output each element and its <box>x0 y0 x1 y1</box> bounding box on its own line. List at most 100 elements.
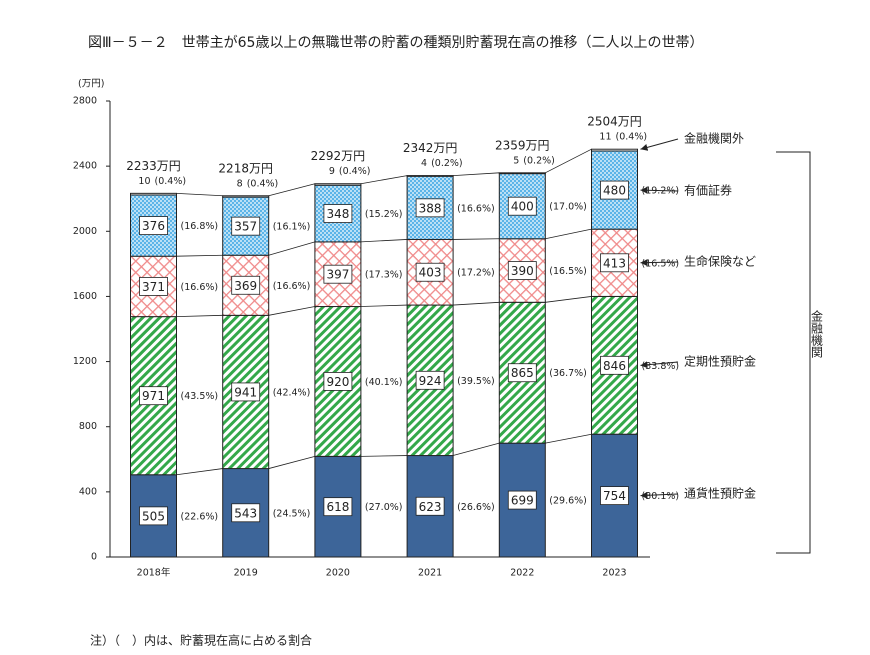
value-label: 413 <box>603 256 626 270</box>
value-label: 11 <box>599 132 611 143</box>
value-label: 369 <box>234 279 257 293</box>
value-label: 5 <box>513 155 519 166</box>
legend-label: 通貨性預貯金 <box>684 486 756 501</box>
connector <box>268 241 316 256</box>
value-label-box <box>507 261 537 280</box>
connector <box>268 306 315 316</box>
value-label: 543 <box>234 506 257 520</box>
value-label-box <box>600 355 629 375</box>
total-label: 2504万円 <box>587 115 642 129</box>
connector <box>176 254 223 257</box>
share-label: (16.8%) <box>181 221 219 232</box>
value-label-box <box>323 497 353 517</box>
share-label: (0.4%) <box>616 132 648 143</box>
value-label: 618 <box>326 500 349 514</box>
legend-arrow <box>640 361 679 369</box>
value-label-box <box>323 204 353 223</box>
value-label-box <box>139 277 168 296</box>
bracket-label: 金融機関 <box>810 309 824 358</box>
value-label: 376 <box>142 219 165 233</box>
share-label: (17.3%) <box>365 270 403 281</box>
share-label: (36.7%) <box>549 368 587 379</box>
share-label: (22.6%) <box>181 511 219 522</box>
connector <box>545 296 592 303</box>
share-label: (16.6%) <box>181 282 219 293</box>
legend-arrow <box>640 491 679 499</box>
value-label: 403 <box>419 266 442 280</box>
value-label: 400 <box>511 200 534 214</box>
bar-segment <box>591 148 638 152</box>
value-label: 9 <box>329 166 335 177</box>
value-label: 941 <box>234 385 257 399</box>
value-label: 348 <box>326 207 349 221</box>
value-label: 4 <box>421 158 427 169</box>
legend-label: 金融機関外 <box>684 131 744 146</box>
y-tick-label: 800 <box>79 421 97 432</box>
value-label: 371 <box>142 280 165 294</box>
chart-title: 図Ⅲ－５－２ 世帯主が65歳以上の無職世帯の貯蓄の種類別貯蓄現在高の推移（二人以… <box>88 34 703 51</box>
share-label: (19.2%) <box>642 186 680 197</box>
connector <box>453 301 500 306</box>
value-label-box <box>323 264 353 284</box>
bar-segment <box>314 183 362 186</box>
x-tick-label: 2021 <box>418 568 442 579</box>
x-tick-label: 2019 <box>234 568 258 579</box>
connector <box>360 175 408 185</box>
total-label: 2342万円 <box>403 141 458 155</box>
bar-segment <box>406 175 454 177</box>
value-label-box <box>231 382 261 402</box>
share-label: (39.5%) <box>457 376 495 387</box>
connector <box>360 239 408 243</box>
value-label: 699 <box>511 494 534 508</box>
value-label: 397 <box>326 268 349 282</box>
y-tick-label: 2000 <box>73 226 97 237</box>
connector <box>452 442 500 456</box>
share-label: (16.6%) <box>457 203 495 214</box>
y-tick-label: 1200 <box>73 356 97 367</box>
value-label-box <box>415 496 445 516</box>
share-label: (0.4%) <box>339 166 371 177</box>
value-label: 971 <box>142 389 165 403</box>
connector <box>268 183 316 197</box>
footnote: 注）（ ）内は、貯蓄現在高に占める割合 <box>90 633 312 648</box>
legend-label: 定期性預貯金 <box>684 354 756 369</box>
value-label: 8 <box>237 178 243 189</box>
legend-label: 有価証券 <box>684 183 732 198</box>
value-label: 623 <box>419 500 442 514</box>
x-tick-label: 2020 <box>326 568 350 579</box>
x-tick-label: 2022 <box>510 568 534 579</box>
share-label: (15.2%) <box>365 209 403 220</box>
value-label-box <box>507 196 537 216</box>
connector <box>545 433 592 444</box>
connector <box>453 238 500 240</box>
bar-segment <box>222 195 270 198</box>
share-label: (30.1%) <box>642 491 680 502</box>
connector <box>453 172 500 176</box>
share-label: (0.4%) <box>155 176 187 187</box>
bracket <box>776 151 811 554</box>
value-label-box <box>139 506 168 526</box>
y-tick-label: 0 <box>91 552 97 563</box>
y-tick-label: 1600 <box>73 291 97 302</box>
value-label: 865 <box>511 366 534 380</box>
value-label-box <box>415 198 445 218</box>
value-label: 357 <box>234 220 257 234</box>
total-label: 2218万円 <box>218 161 273 175</box>
value-label-box <box>600 486 629 506</box>
value-label-box <box>600 253 629 273</box>
connector <box>545 148 592 174</box>
value-label: 10 <box>138 176 150 187</box>
value-label: 505 <box>142 509 165 523</box>
connector <box>360 304 408 307</box>
value-label: 920 <box>326 375 349 389</box>
total-label: 2233万円 <box>126 159 181 173</box>
y-axis-label: (万円) <box>78 79 104 90</box>
share-label: (0.4%) <box>247 178 279 189</box>
total-label: 2292万円 <box>311 149 366 163</box>
bar-segment <box>130 192 177 196</box>
connector <box>176 192 223 197</box>
share-label: (16.5%) <box>549 266 587 277</box>
bar-segment <box>498 172 546 175</box>
value-label-box <box>415 262 445 282</box>
